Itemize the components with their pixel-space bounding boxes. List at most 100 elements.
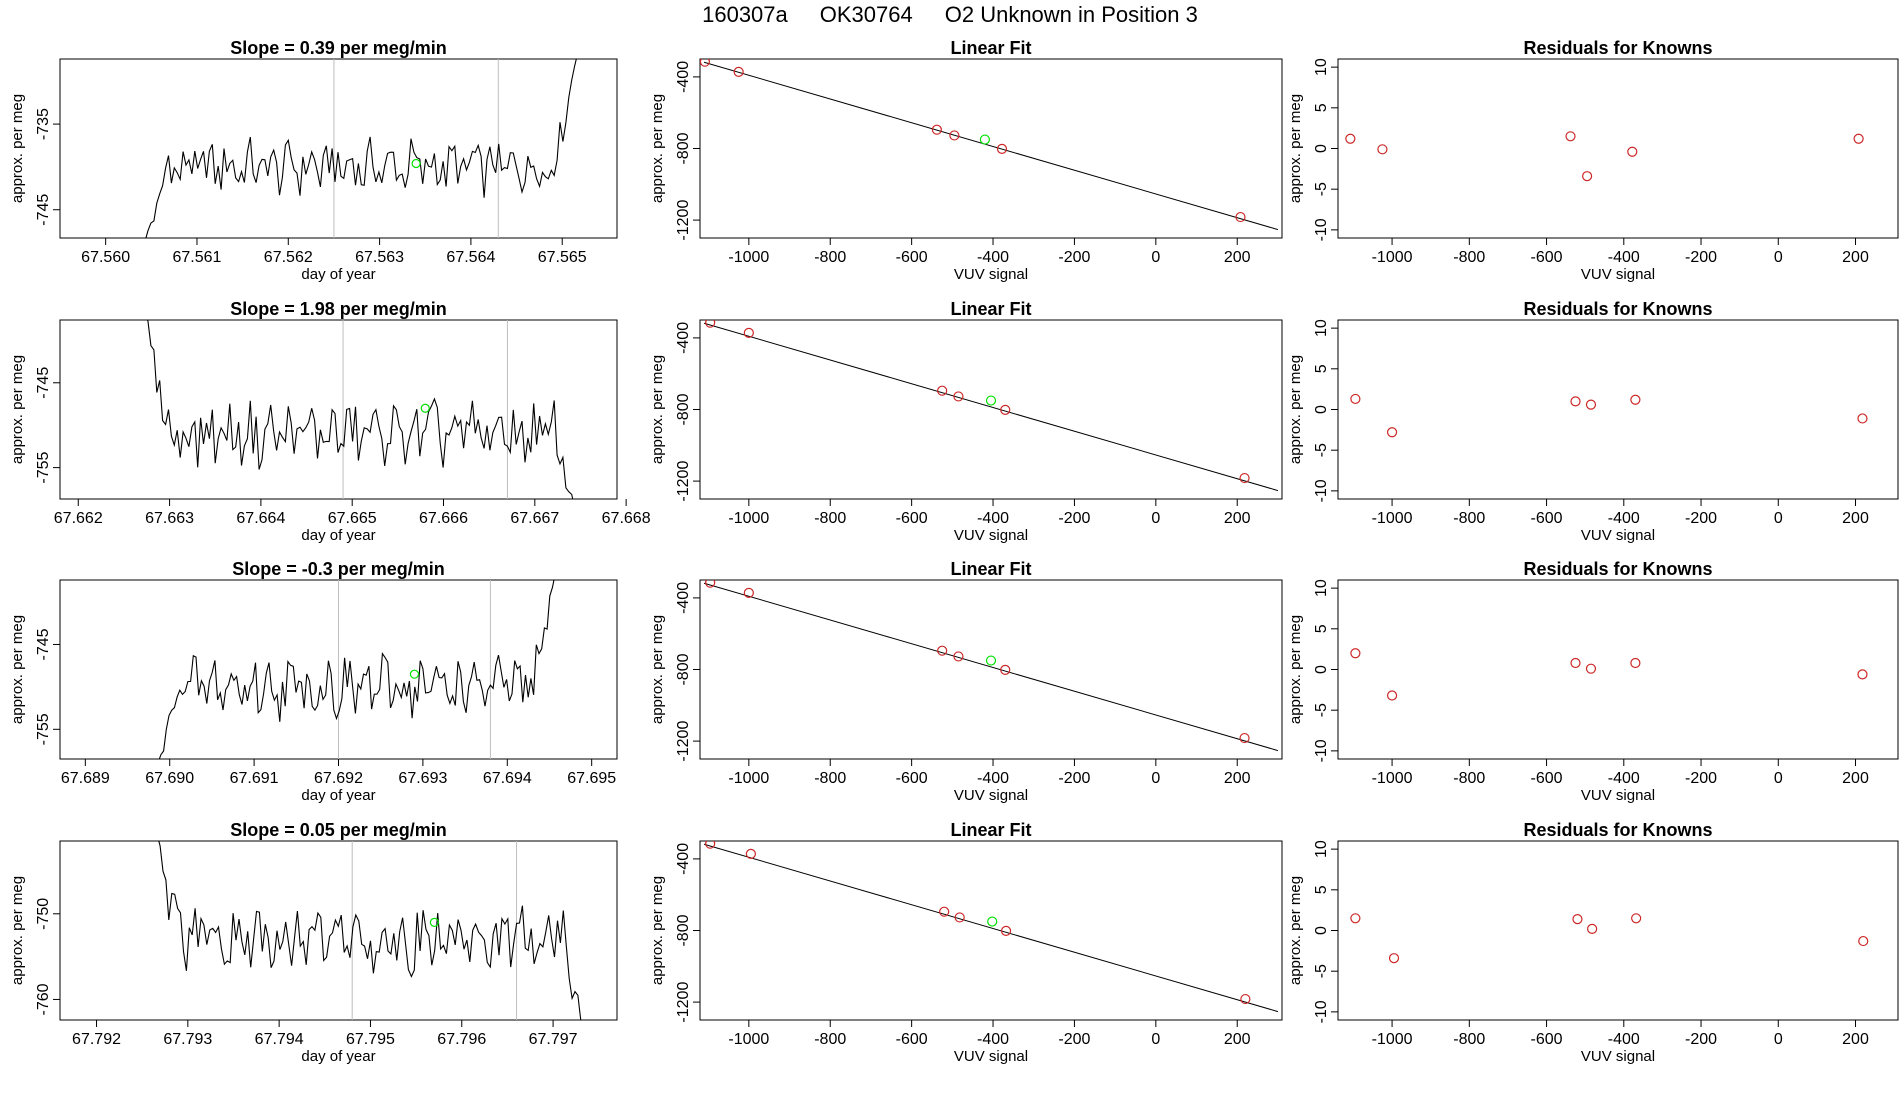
x-axis-label: day of year xyxy=(301,266,375,283)
residual-point xyxy=(1627,146,1638,157)
panel-title: Linear Fit xyxy=(950,559,1031,579)
plot-frame xyxy=(1337,840,1899,1021)
residual-point xyxy=(1386,427,1398,438)
residual-point xyxy=(1388,953,1400,964)
known-point xyxy=(1000,664,1011,675)
known-point xyxy=(937,645,948,656)
y-axis-label: approx. per meg xyxy=(9,94,26,203)
panel-linear_fit-row-2: Linear Fit -1000 -800 -600 -400 -200 0 200 -400 -… xyxy=(649,299,1283,544)
y-tick-label: -1200 xyxy=(675,721,692,762)
residual-point xyxy=(1631,913,1642,924)
x-tick-label: -200 xyxy=(1058,510,1090,527)
residual-point xyxy=(1570,396,1581,407)
y-tick-label: 0 xyxy=(1313,665,1330,674)
fit-line xyxy=(703,843,1279,1013)
x-axis-label: VUV signal xyxy=(1581,266,1655,283)
x-tick-label: -1000 xyxy=(728,770,769,787)
x-tick-label: -400 xyxy=(977,770,1009,787)
plot-area xyxy=(1350,648,1868,701)
y-tick-label: -755 xyxy=(35,713,52,745)
residual-point xyxy=(1585,663,1597,674)
x-axis-label: VUV signal xyxy=(954,527,1028,544)
x-tick-label: 67.792 xyxy=(72,1031,121,1048)
y-tick-label: -745 xyxy=(35,628,52,660)
x-tick-label: -800 xyxy=(814,1031,846,1048)
x-axis-label: VUV signal xyxy=(954,266,1028,283)
residual-point xyxy=(1565,131,1576,142)
known-point xyxy=(700,59,710,67)
panel-timeseries-row-4: Slope = 0.05 per meg/min 67.792 67.793 67.7… xyxy=(9,820,618,1065)
x-tick-label: -200 xyxy=(1058,249,1090,266)
x-tick-label: 67.694 xyxy=(483,770,532,787)
y-axis-label: approx. per meg xyxy=(9,355,26,464)
x-tick-label: -400 xyxy=(1608,1031,1640,1048)
x-tick-label: -200 xyxy=(1685,770,1717,787)
plot-description: O2 Unknown in Position 3 xyxy=(944,2,1198,27)
y-tick-label: -1200 xyxy=(675,461,692,502)
y-tick-label: -5 xyxy=(1313,964,1330,978)
y-tick-label: -1200 xyxy=(675,200,692,241)
x-tick-label: -200 xyxy=(1058,1031,1090,1048)
y-tick-label: -400 xyxy=(675,843,692,875)
x-tick-label: -400 xyxy=(1608,770,1640,787)
x-tick-label: 67.662 xyxy=(54,510,103,527)
x-tick-label: -600 xyxy=(896,1031,928,1048)
x-axis-label: day of year xyxy=(301,1048,375,1065)
plot-frame xyxy=(1337,319,1899,500)
x-tick-label: 67.664 xyxy=(236,510,285,527)
signal-trace xyxy=(145,59,577,238)
x-tick-label: 200 xyxy=(1224,510,1251,527)
panel-title: Residuals for Knowns xyxy=(1523,820,1712,840)
x-tick-label: -1000 xyxy=(728,510,769,527)
signal-trace xyxy=(147,320,574,499)
residual-point xyxy=(1857,413,1868,424)
x-tick-label: 67.689 xyxy=(61,770,110,787)
x-tick-label: 200 xyxy=(1842,510,1869,527)
known-point xyxy=(705,320,716,328)
x-tick-label: 67.793 xyxy=(163,1031,212,1048)
fit-line xyxy=(703,61,1279,231)
y-tick-label: -745 xyxy=(35,194,52,226)
y-tick-label: -400 xyxy=(675,582,692,614)
y-tick-label: -10 xyxy=(1313,479,1330,502)
x-tick-label: 67.560 xyxy=(81,249,130,266)
x-tick-label: -600 xyxy=(896,510,928,527)
y-axis-label: approx. per meg xyxy=(649,94,666,203)
x-tick-label: 67.666 xyxy=(419,510,468,527)
x-tick-label: -400 xyxy=(977,249,1009,266)
plot-area xyxy=(1350,393,1868,438)
run-id: 160307a xyxy=(702,2,788,27)
known-point xyxy=(1239,732,1250,744)
x-tick-label: 0 xyxy=(1774,249,1783,266)
y-axis-label: approx. per meg xyxy=(1287,355,1304,464)
x-tick-label: -200 xyxy=(1685,510,1717,527)
y-tick-label: -800 xyxy=(675,653,692,685)
panel-linear_fit-row-1: Linear Fit -1000 -800 -600 -400 -200 0 200 -400 -… xyxy=(649,38,1283,283)
plot-area xyxy=(703,580,1279,752)
x-tick-label: -800 xyxy=(1453,510,1485,527)
panel-title: Residuals for Knowns xyxy=(1523,38,1712,58)
x-tick-label: -1000 xyxy=(728,249,769,266)
y-tick-label: -800 xyxy=(675,393,692,425)
x-tick-label: 67.691 xyxy=(230,770,279,787)
plot-area xyxy=(700,59,1279,231)
x-tick-label: -800 xyxy=(1453,249,1485,266)
residual-point xyxy=(1857,669,1868,680)
page-title: 160307a OK30764 O2 Unknown in Position 3 xyxy=(0,2,1900,32)
y-tick-label: 5 xyxy=(1313,624,1330,633)
known-point xyxy=(745,848,756,859)
x-axis-label: day of year xyxy=(301,527,375,544)
x-tick-label: -400 xyxy=(1608,510,1640,527)
x-axis-label: VUV signal xyxy=(1581,527,1655,544)
x-tick-label: -800 xyxy=(1453,1031,1485,1048)
x-tick-label: 200 xyxy=(1842,249,1869,266)
x-tick-label: 67.562 xyxy=(264,249,313,266)
y-tick-label: -400 xyxy=(675,61,692,93)
known-point xyxy=(1240,993,1251,1005)
known-point xyxy=(1235,211,1246,223)
y-axis-label: approx. per meg xyxy=(1287,876,1304,985)
plot-area xyxy=(158,841,582,1020)
known-point xyxy=(743,327,754,338)
panel-title: Slope = 1.98 per meg/min xyxy=(230,299,447,319)
y-tick-label: -5 xyxy=(1313,182,1330,196)
